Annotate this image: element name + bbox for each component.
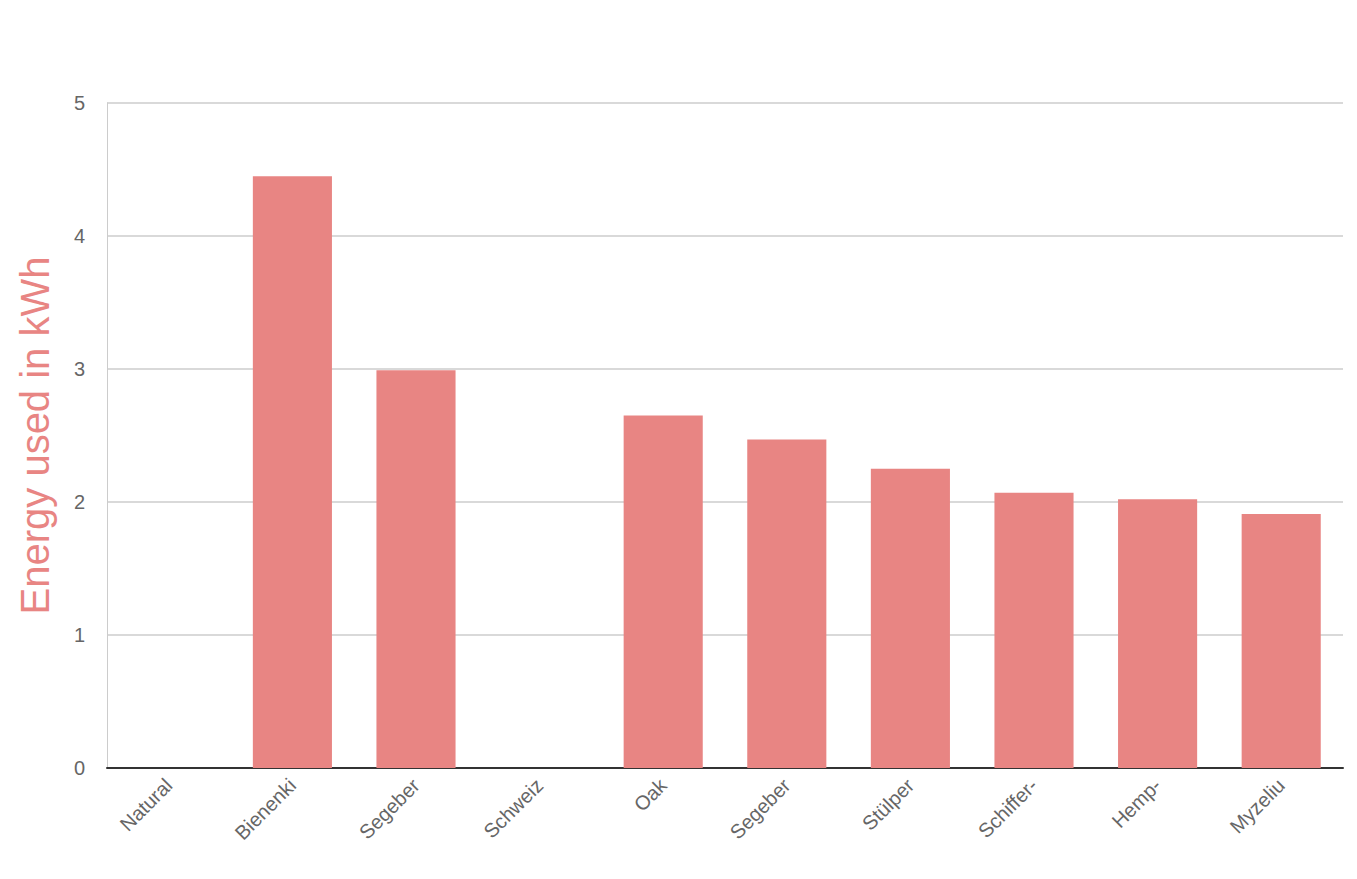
- svg-text:1: 1: [74, 624, 85, 646]
- svg-text:Schweiz: Schweiz: [479, 774, 547, 842]
- svg-text:3: 3: [74, 358, 85, 380]
- svg-text:Hemp-: Hemp-: [1107, 774, 1165, 832]
- svg-text:Segeber: Segeber: [355, 774, 424, 843]
- svg-text:Myzeliu: Myzeliu: [1226, 774, 1289, 837]
- svg-text:4: 4: [74, 225, 85, 247]
- svg-text:0: 0: [74, 757, 85, 779]
- svg-text:Energy used in kWh: Energy used in kWh: [13, 257, 57, 615]
- svg-text:Segeber: Segeber: [726, 774, 795, 843]
- svg-text:Schiffer-: Schiffer-: [974, 774, 1042, 842]
- svg-text:Bienenki: Bienenki: [230, 774, 300, 844]
- svg-text:5: 5: [74, 92, 85, 114]
- svg-text:Natural: Natural: [115, 774, 176, 835]
- svg-text:Stülper: Stülper: [858, 774, 919, 835]
- svg-text:Oak: Oak: [630, 774, 672, 816]
- svg-text:2: 2: [74, 491, 85, 513]
